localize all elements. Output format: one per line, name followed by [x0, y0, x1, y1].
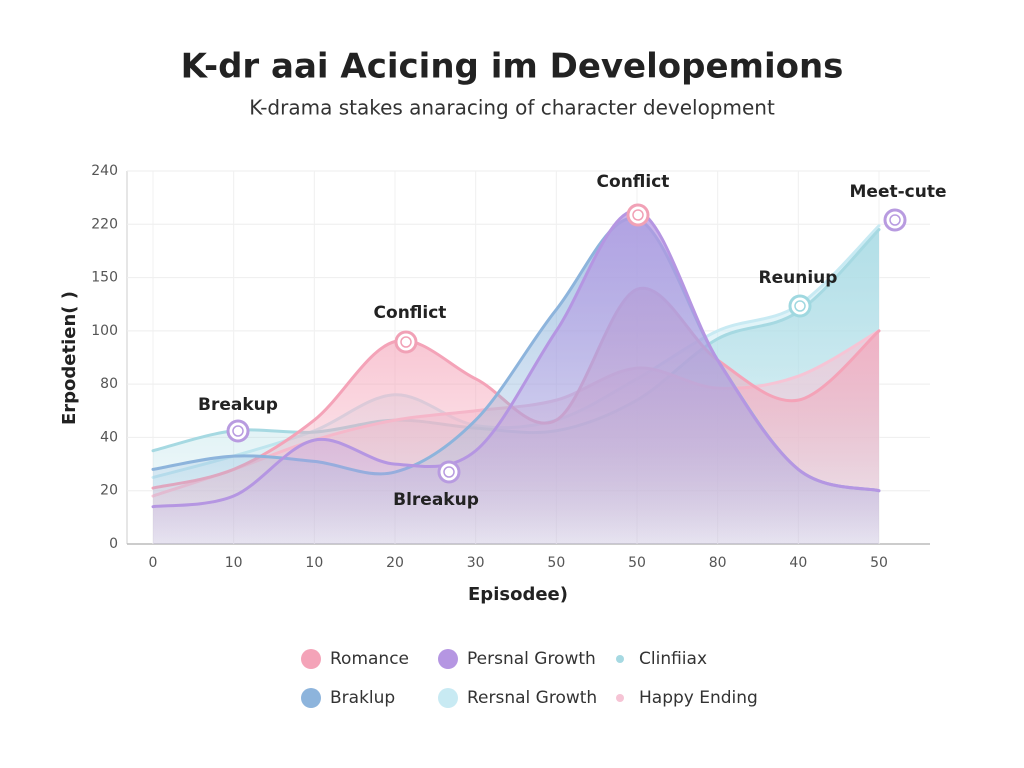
legend-label: Rersnal Growth [467, 688, 597, 708]
annotation-marker [788, 294, 812, 318]
annotation-marker [626, 203, 650, 227]
legend-swatch [301, 688, 321, 708]
x-tick-label: 50 [547, 555, 565, 571]
legend-label: Clinfiiax [639, 649, 707, 669]
annotation-marker-inner [400, 336, 412, 348]
annotation-marker [883, 208, 907, 232]
chart-title: K-dr aai Acicing im Developemions [181, 47, 844, 87]
annotation-marker-inner [443, 466, 455, 478]
annotation-marker-inner [794, 300, 806, 312]
legend-swatch [616, 655, 624, 663]
y-tick-label: 0 [109, 536, 118, 552]
legend-swatch [301, 649, 321, 669]
annotation-label: Blreakup [393, 490, 479, 510]
annotation-marker-inner [232, 425, 244, 437]
x-tick-label: 40 [789, 555, 807, 571]
y-tick-label: 20 [100, 483, 118, 499]
x-tick-label: 10 [225, 555, 243, 571]
y-tick-label: 80 [100, 376, 118, 392]
legend-swatch [438, 688, 458, 708]
x-tick-label: 30 [467, 555, 485, 571]
series-line [151, 209, 881, 509]
annotation-label: Reuniup [759, 268, 838, 288]
legend-swatch [438, 649, 458, 669]
y-tick-label: 100 [91, 323, 118, 339]
legend-label: Braklup [330, 688, 395, 708]
y-tick-label: 150 [91, 270, 118, 286]
x-tick-label: 20 [386, 555, 404, 571]
legend-swatch [616, 694, 624, 702]
legend-label: Romance [330, 649, 409, 669]
x-tick-label: 50 [870, 555, 888, 571]
annotation-marker-inner [632, 209, 644, 221]
series-area [153, 210, 879, 544]
annotation-label: Conflict [374, 303, 447, 323]
annotation-label: Meet-cute [850, 182, 947, 202]
y-axis-label: Erpodetien( ) [59, 291, 80, 425]
legend-label: Persnal Growth [467, 649, 596, 669]
y-tick-label: 40 [100, 429, 118, 445]
annotation-marker-inner [889, 214, 901, 226]
x-tick-label: 0 [149, 555, 158, 571]
annotation-marker [394, 330, 418, 354]
annotation-marker [226, 419, 250, 443]
x-tick-label: 50 [628, 555, 646, 571]
chart-subtitle: K-drama stakes anaracing of character de… [249, 96, 775, 120]
y-tick-label: 220 [91, 216, 118, 232]
x-tick-label: 10 [305, 555, 323, 571]
legend-label: Happy Ending [639, 688, 758, 708]
y-tick-label: 240 [91, 163, 118, 179]
annotation-marker [437, 460, 461, 484]
x-tick-label: 80 [709, 555, 727, 571]
annotation-label: Conflict [597, 172, 670, 192]
x-axis-label: Episodee) [468, 584, 568, 605]
annotation-label: Breakup [198, 395, 278, 415]
